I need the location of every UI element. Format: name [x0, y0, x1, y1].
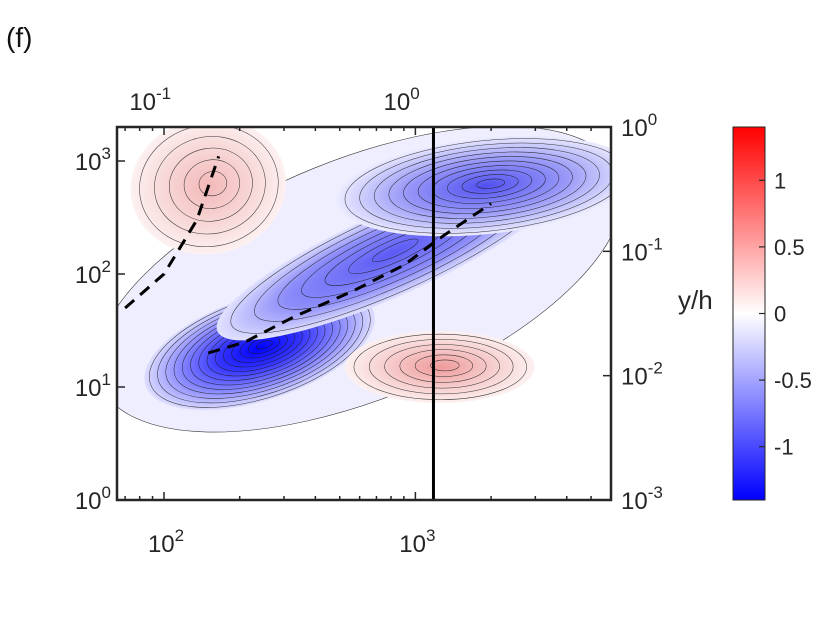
dashed-line-2 — [207, 202, 492, 355]
contour-line — [359, 142, 611, 229]
colorbar-tick-label: 0.5 — [774, 235, 805, 260]
contour-line — [256, 340, 273, 350]
contour-line — [198, 171, 228, 197]
contour-line — [371, 238, 419, 263]
x-tick-label: 103 — [399, 526, 435, 558]
right-tick-label: 100 — [621, 110, 657, 142]
colorbar-tick-label: -1 — [774, 435, 794, 460]
y-tick-label: 101 — [75, 370, 111, 402]
contour-line — [154, 136, 266, 235]
top-tick-label: 100 — [384, 84, 420, 116]
overlay-lines — [124, 127, 492, 500]
contour-line — [414, 354, 474, 377]
contour-line — [168, 147, 253, 222]
y-tick-label: 103 — [75, 144, 111, 176]
right-tick-label: 10-2 — [621, 359, 663, 391]
contour-line — [430, 359, 460, 372]
contour-line — [353, 333, 527, 400]
contour-line — [373, 147, 600, 224]
contour-line — [139, 127, 279, 248]
contour-line — [388, 151, 587, 219]
right-tick-label: 10-1 — [621, 234, 663, 266]
right-tick-label: 10-3 — [621, 483, 663, 515]
contour-line — [344, 138, 611, 234]
contour-lower-positive — [344, 331, 535, 404]
x-tick-label: 102 — [148, 526, 184, 558]
y-tick-label: 100 — [75, 483, 111, 515]
contour-fill — [344, 331, 535, 404]
contour-line — [384, 344, 500, 389]
right-axis-label: y/h — [678, 285, 713, 315]
contour-line — [461, 174, 519, 194]
contour-fill — [336, 135, 611, 237]
contour-line — [183, 159, 240, 209]
tick-layer: 102 103 100 101 102 103 10-1 100 10-3 10-2 10-1 100 — [75, 84, 663, 558]
contour-line — [368, 339, 514, 395]
dashed-line-1 — [124, 155, 221, 310]
contour-line — [399, 349, 487, 383]
axes-frame — [115, 125, 613, 502]
contour-line — [417, 160, 560, 209]
colorbar-tick-label: 0 — [774, 302, 786, 327]
contour-line — [476, 178, 506, 189]
contour-line — [447, 169, 533, 199]
colorbar-tick-label: -0.5 — [774, 368, 812, 393]
contour-line — [403, 156, 573, 214]
colorbar-ticks: 1 0.5 0 -0.5 -1 — [759, 168, 812, 460]
panel-label: (f) — [6, 22, 33, 53]
y-tick-label: 102 — [75, 257, 111, 289]
contour-outer-negative — [336, 135, 611, 237]
top-tick-label: 10-1 — [129, 84, 171, 116]
colorbar-tick-label: 1 — [774, 168, 786, 193]
